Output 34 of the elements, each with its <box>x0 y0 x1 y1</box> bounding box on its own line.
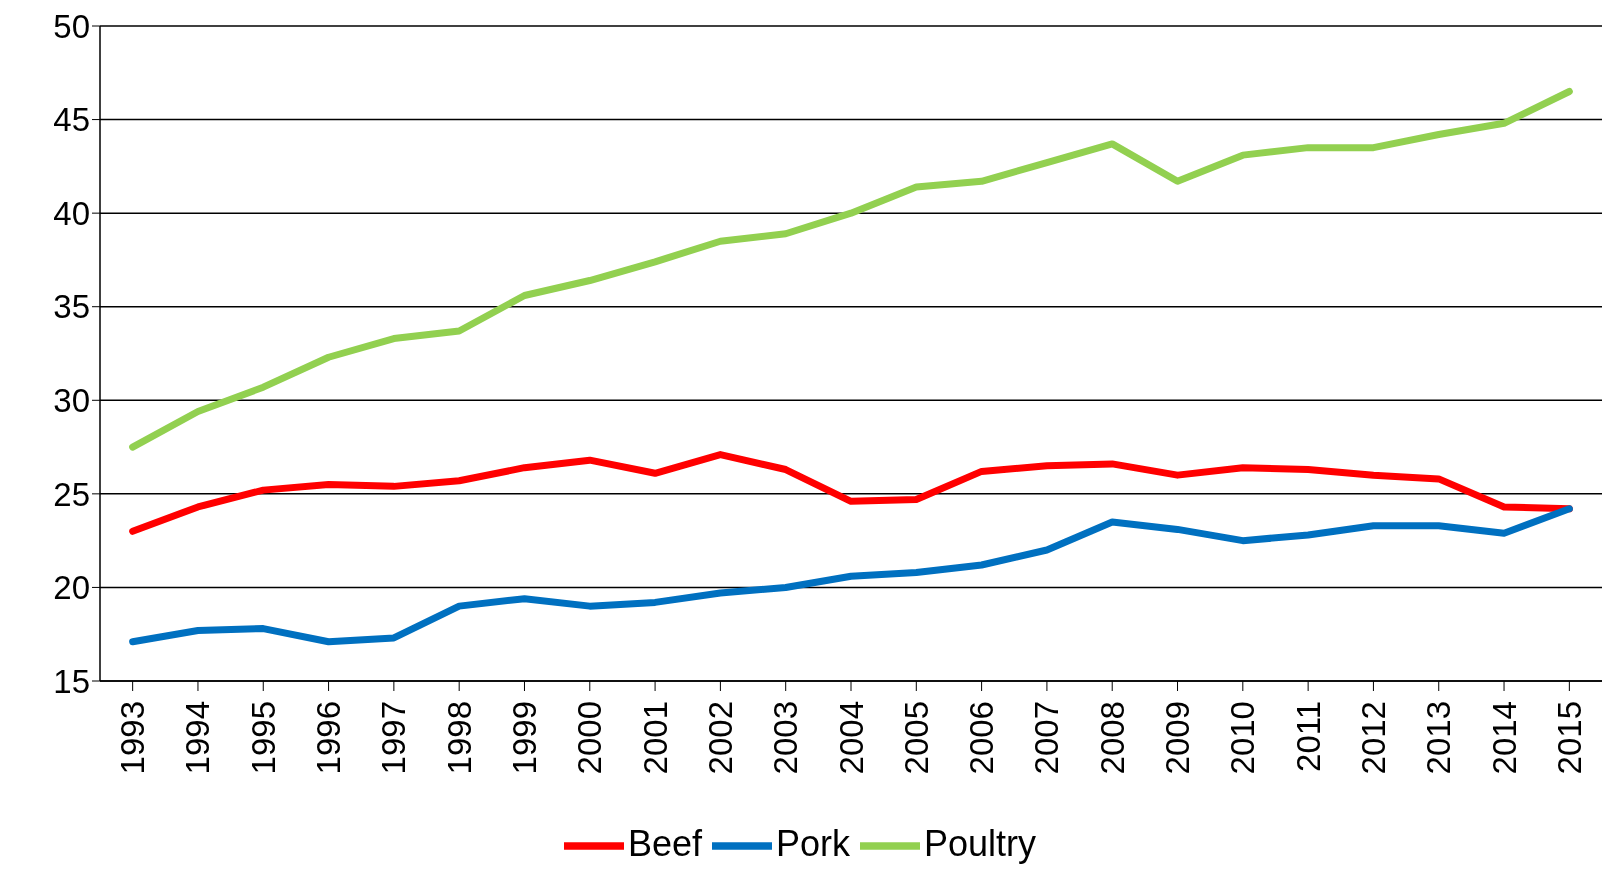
x-tick-label: 1996 <box>310 701 348 775</box>
x-tick-label: 2004 <box>832 701 870 775</box>
x-tick-label: 1999 <box>505 701 543 775</box>
x-tick-label: 2002 <box>701 701 739 775</box>
x-tick-label: 2003 <box>767 701 805 775</box>
x-tick-label: 2015 <box>1550 701 1588 775</box>
legend-label: Pork <box>775 822 851 864</box>
x-tick-label: 1993 <box>114 701 152 775</box>
y-tick-label: 25 <box>53 475 90 513</box>
x-tick-label: 2010 <box>1224 701 1262 775</box>
x-tick-label: 2008 <box>1093 701 1131 775</box>
x-tick-label: 2006 <box>963 701 1001 775</box>
x-tick-label: 2013 <box>1420 701 1458 775</box>
y-tick-label: 35 <box>53 288 90 326</box>
x-tick-label: 2011 <box>1289 701 1327 772</box>
x-tick-label: 2005 <box>897 701 935 775</box>
x-tick-label: 1995 <box>244 701 282 775</box>
y-tick-label: 30 <box>53 382 90 419</box>
y-tick-label: 40 <box>53 194 90 232</box>
x-tick-label: 1997 <box>375 701 413 775</box>
legend-label: Beef <box>627 822 702 864</box>
y-tick-label: 20 <box>53 569 90 607</box>
y-tick-label: 45 <box>53 101 90 139</box>
x-tick-label: 2000 <box>571 701 609 775</box>
x-tick-label: 2001 <box>636 701 674 775</box>
legend-label: Poultry <box>924 822 1037 864</box>
x-tick-label: 2012 <box>1354 701 1392 775</box>
x-tick-label: 2009 <box>1159 701 1197 775</box>
x-tick-label: 1994 <box>179 701 217 775</box>
x-tick-label: 1998 <box>440 701 478 775</box>
y-tick-label: 15 <box>53 662 90 700</box>
x-tick-label: 2007 <box>1028 701 1066 775</box>
x-tick-label: 2014 <box>1485 701 1523 775</box>
y-tick-label: 50 <box>53 7 90 45</box>
